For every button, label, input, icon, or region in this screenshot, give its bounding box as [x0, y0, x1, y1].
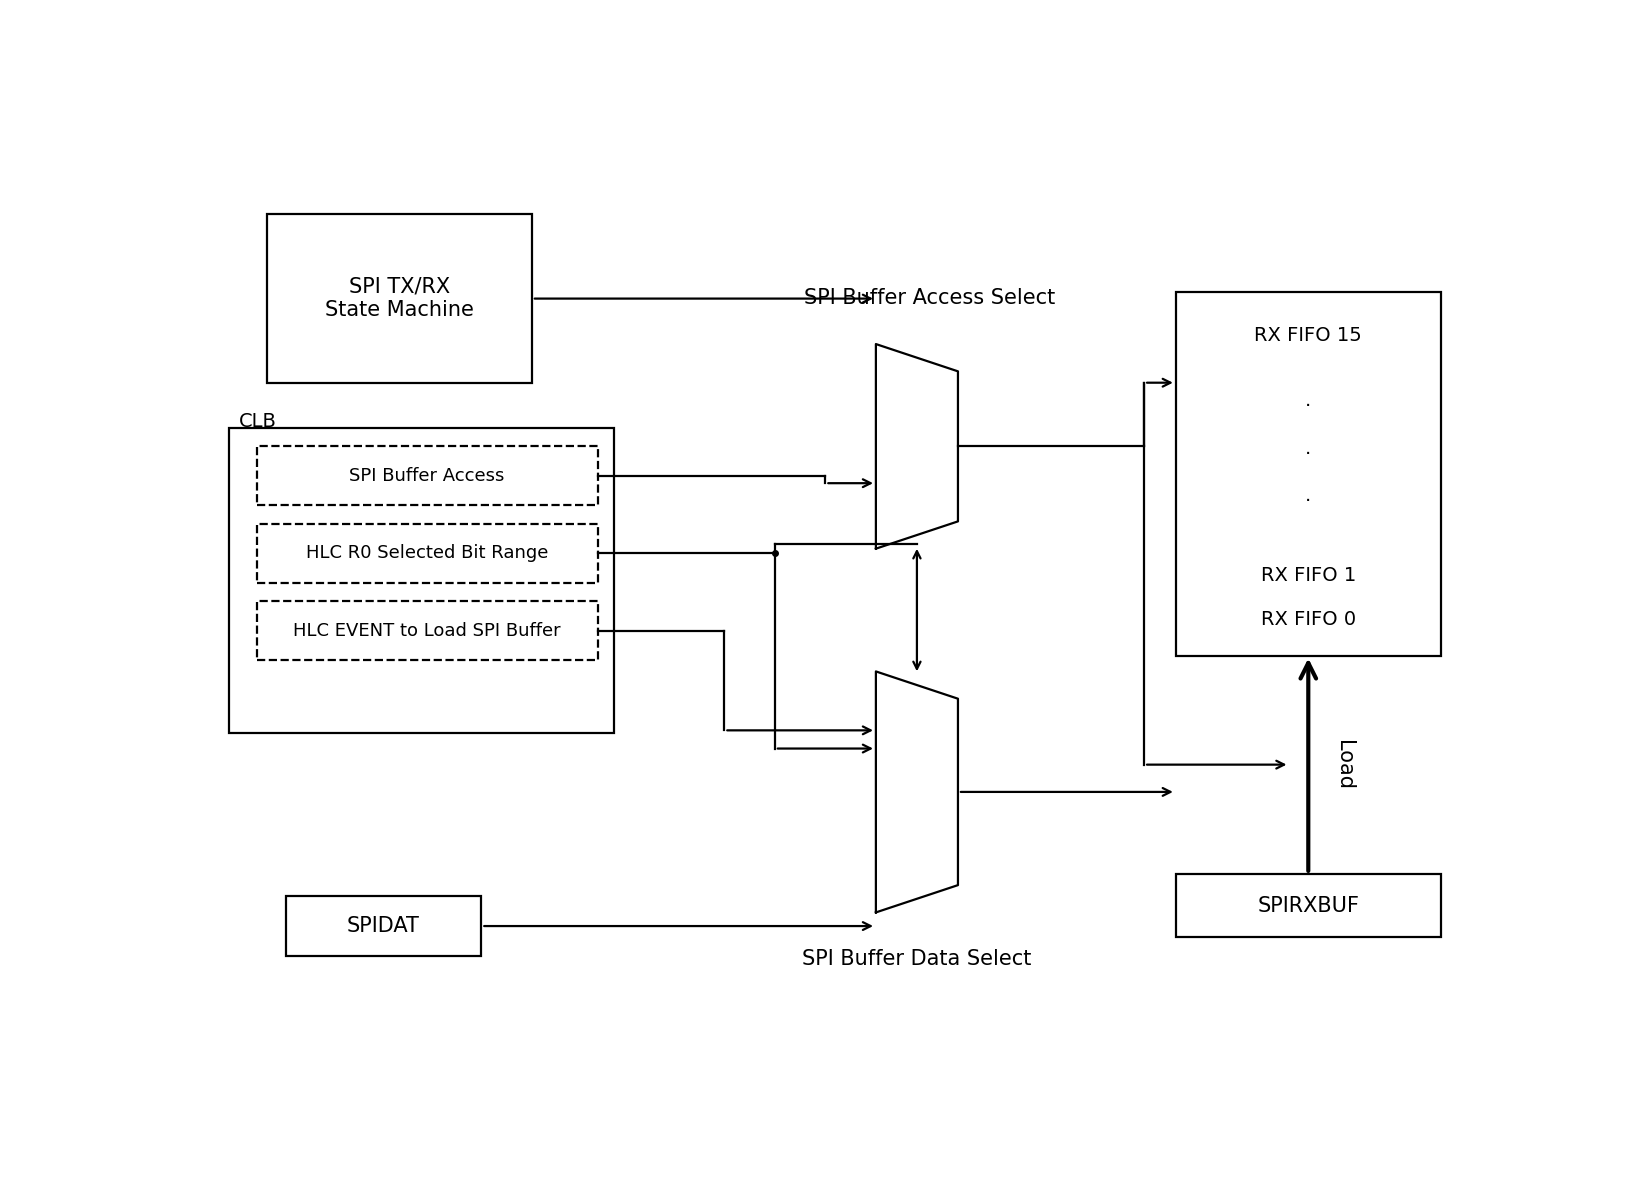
Text: SPI Buffer Access: SPI Buffer Access — [349, 466, 505, 485]
Text: .: . — [1305, 485, 1311, 505]
Text: SPIRXBUF: SPIRXBUF — [1258, 895, 1359, 915]
Text: RX FIFO 15: RX FIFO 15 — [1254, 326, 1362, 345]
Text: SPI Buffer Access Select: SPI Buffer Access Select — [805, 288, 1056, 308]
Text: RX FIFO 0: RX FIFO 0 — [1261, 609, 1355, 628]
FancyBboxPatch shape — [267, 215, 531, 383]
Text: SPI TX/RX
State Machine: SPI TX/RX State Machine — [324, 278, 474, 320]
Text: RX FIFO 1: RX FIFO 1 — [1261, 566, 1355, 585]
FancyBboxPatch shape — [285, 896, 482, 955]
FancyBboxPatch shape — [1176, 874, 1440, 938]
Text: Load: Load — [1334, 739, 1354, 790]
Text: HLC EVENT to Load SPI Buffer: HLC EVENT to Load SPI Buffer — [293, 621, 560, 639]
FancyBboxPatch shape — [1176, 292, 1440, 655]
Text: HLC R0 Selected Bit Range: HLC R0 Selected Bit Range — [306, 544, 549, 562]
FancyBboxPatch shape — [228, 429, 614, 732]
Text: .: . — [1305, 391, 1311, 410]
Text: SPI Buffer Data Select: SPI Buffer Data Select — [801, 948, 1031, 968]
Text: SPIDAT: SPIDAT — [347, 916, 420, 937]
Text: .: . — [1305, 438, 1311, 458]
Text: CLB: CLB — [239, 412, 277, 431]
FancyBboxPatch shape — [257, 601, 598, 660]
FancyBboxPatch shape — [257, 446, 598, 505]
FancyBboxPatch shape — [257, 523, 598, 582]
